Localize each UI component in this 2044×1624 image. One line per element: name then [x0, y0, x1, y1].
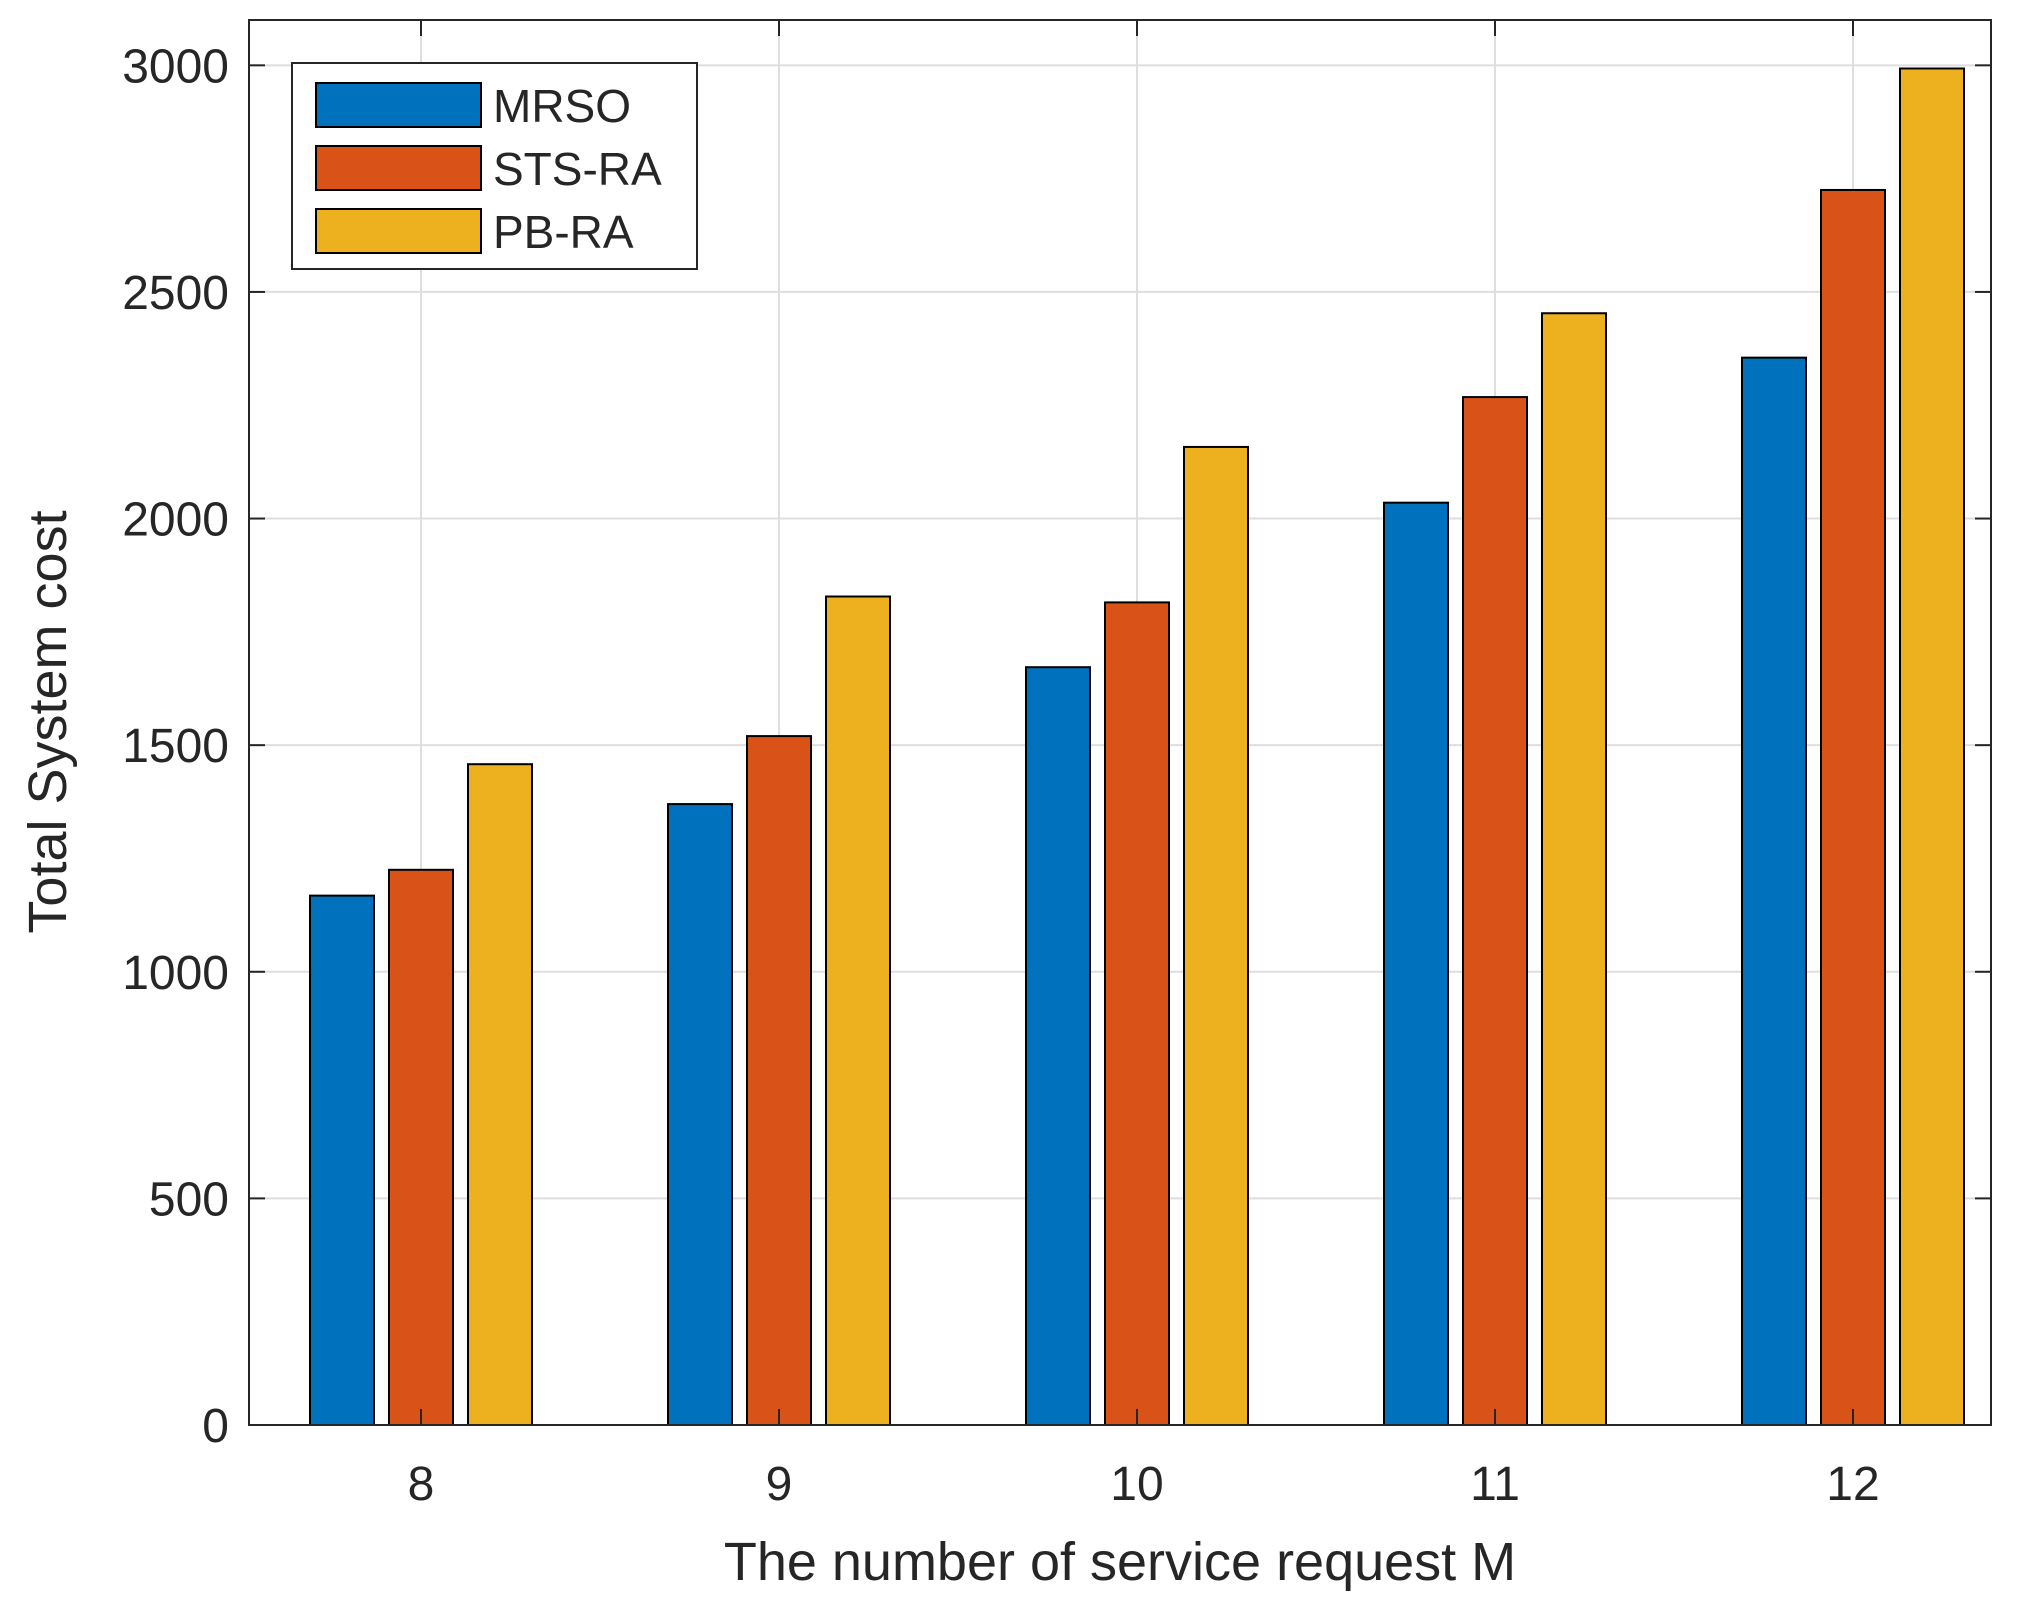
x-tick-label: 8 — [408, 1458, 435, 1511]
y-tick-label: 3000 — [122, 40, 229, 93]
bars — [309, 67, 1965, 1427]
x-tick-label: 12 — [1826, 1458, 1879, 1511]
bar-sts-ra-12 — [1820, 188, 1886, 1426]
bar-pb-ra-11 — [1541, 312, 1607, 1427]
legend-swatch-mrso — [315, 82, 482, 128]
y-tick-label: 1000 — [122, 947, 229, 1000]
bar-pb-ra-9 — [825, 595, 891, 1426]
x-tick-label: 10 — [1110, 1458, 1163, 1511]
x-axis-title: The number of service request M — [724, 1532, 1516, 1592]
y-axis-title: Total System cost — [18, 510, 78, 933]
bar-mrso-11 — [1383, 501, 1449, 1426]
bar-mrso-8 — [309, 894, 375, 1426]
bar-sts-ra-9 — [746, 735, 812, 1426]
x-tick-label: 11 — [1470, 1458, 1520, 1511]
y-tick-label: 500 — [149, 1173, 229, 1226]
bar-sts-ra-8 — [388, 868, 454, 1426]
bar-pb-ra-12 — [1899, 67, 1965, 1427]
y-tick-label: 1500 — [122, 720, 229, 773]
axis-ticks — [249, 20, 1991, 1426]
y-tick-labels: 0 500 1000 1500 2000 2500 3000 — [122, 40, 229, 1453]
bar-mrso-10 — [1025, 666, 1091, 1426]
x-tick-labels: 8 9 10 11 12 — [408, 1458, 1880, 1511]
legend-label-sts-ra: STS-RA — [493, 143, 662, 195]
plot-frame — [248, 19, 1992, 1426]
y-tick-label: 2500 — [122, 267, 229, 320]
legend-swatch-sts-ra — [315, 145, 482, 191]
bar-mrso-9 — [667, 803, 733, 1426]
bar-pb-ra-8 — [467, 763, 533, 1426]
legend-label-mrso: MRSO — [493, 80, 631, 132]
bar-sts-ra-11 — [1462, 396, 1528, 1426]
bar-mrso-12 — [1741, 356, 1807, 1427]
legend-swatch-pb-ra — [315, 208, 482, 254]
x-tick-label: 9 — [766, 1458, 793, 1511]
bar-sts-ra-10 — [1104, 601, 1170, 1426]
legend-label-pb-ra: PB-RA — [493, 206, 634, 258]
y-tick-label: 2000 — [122, 494, 229, 547]
y-tick-label: 0 — [202, 1400, 229, 1453]
bar-pb-ra-10 — [1183, 445, 1249, 1426]
legend: MRSO STS-RA PB-RA — [291, 62, 698, 270]
